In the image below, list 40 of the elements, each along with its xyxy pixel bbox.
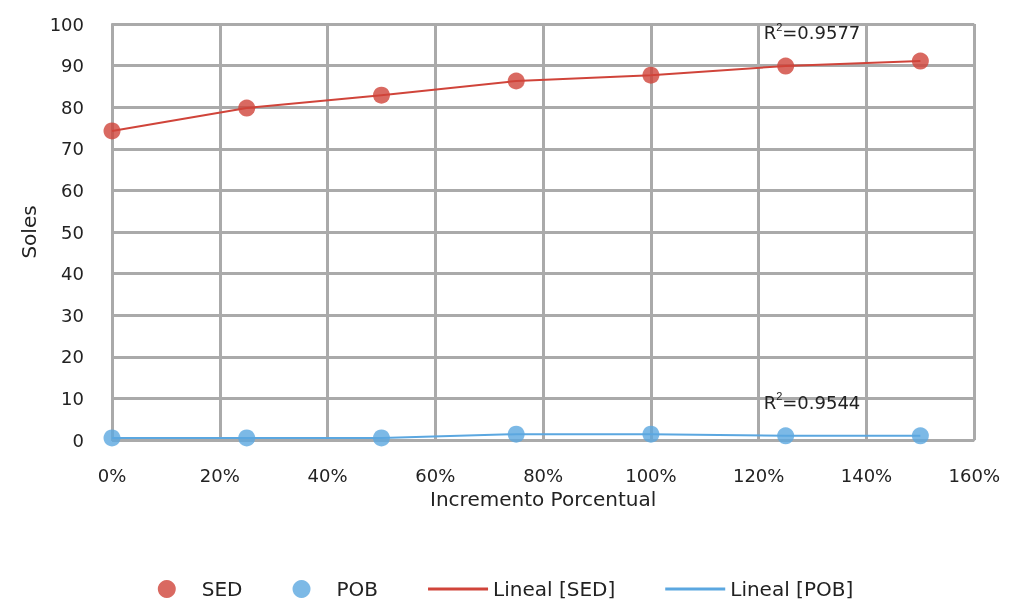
legend-label: Lineal [POB]: [730, 577, 854, 601]
y-axis-title: Soles: [16, 205, 41, 259]
y-tick-label: 0: [72, 429, 84, 451]
point: [372, 86, 390, 104]
point: [238, 429, 256, 447]
point: [911, 52, 929, 70]
point: [103, 429, 121, 447]
y-tick-label: 20: [61, 346, 84, 368]
legend-label: Lineal [SED]: [493, 577, 616, 601]
y-tick-label: 100: [49, 13, 84, 35]
x-tick-label: 20%: [199, 464, 240, 486]
point: [642, 425, 660, 443]
point: [507, 72, 525, 90]
y-tick-label: 90: [61, 55, 84, 77]
x-tick-label: 100%: [625, 464, 677, 486]
y-tick-label: 10: [61, 387, 84, 409]
x-tick-label: 140%: [840, 464, 893, 486]
point: [507, 425, 525, 443]
point: [372, 429, 390, 447]
x-tick-label: 120%: [732, 464, 785, 486]
point: [777, 427, 795, 445]
x-axis-title: Incremento Porcentual: [430, 486, 657, 511]
point: [103, 122, 121, 140]
point: [777, 57, 795, 75]
x-tick-label: 60%: [415, 464, 456, 486]
point: [642, 66, 660, 84]
y-tick-label: 70: [61, 138, 84, 160]
x-tick-label: 80%: [523, 464, 564, 486]
y-tick-label: 30: [61, 304, 84, 326]
legend-label: SED: [201, 577, 243, 601]
legend-label: POB: [336, 577, 379, 601]
y-tick-label: 60: [61, 179, 84, 201]
y-tick-label: 40: [61, 263, 84, 285]
x-tick-label: 160%: [948, 464, 1000, 486]
point: [911, 427, 929, 445]
point: [238, 99, 256, 117]
y-tick-label: 50: [61, 221, 84, 243]
x-tick-label: 40%: [307, 464, 348, 486]
x-tick-label: 0%: [97, 464, 127, 486]
y-tick-label: 80: [61, 96, 84, 118]
